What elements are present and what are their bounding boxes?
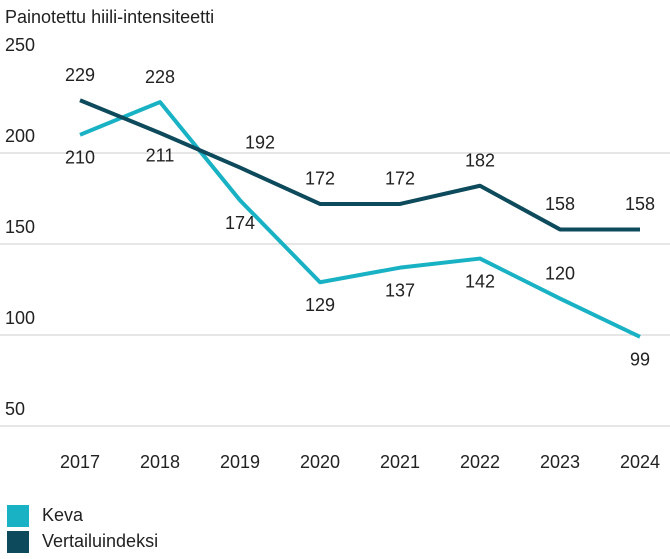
y-tick-label: 250 [5, 35, 35, 55]
data-label: 174 [225, 213, 255, 233]
x-tick-label: 2023 [540, 452, 580, 472]
legend-swatch [7, 505, 29, 527]
x-tick-label: 2024 [620, 452, 660, 472]
data-label: 137 [385, 280, 415, 300]
y-tick-label: 50 [5, 399, 25, 419]
data-label: 99 [630, 350, 650, 370]
data-label: 158 [625, 194, 655, 214]
chart-title: Painotettu hiili-intensiteetti [5, 7, 214, 27]
legend-label: Keva [42, 505, 84, 525]
legend-label: Vertailuindeksi [42, 531, 158, 551]
data-label: 129 [305, 295, 335, 315]
x-tick-label: 2018 [140, 452, 180, 472]
data-label: 211 [146, 146, 175, 166]
data-label: 210 [65, 148, 95, 168]
data-label: 172 [305, 169, 335, 189]
x-tick-label: 2022 [460, 452, 500, 472]
data-label: 182 [465, 151, 495, 171]
data-label: 142 [465, 271, 495, 291]
data-label: 172 [385, 169, 415, 189]
series-line [79, 100, 641, 339]
x-tick-label: 2021 [380, 452, 420, 472]
x-tick-label: 2017 [60, 452, 100, 472]
data-label: 158 [545, 194, 575, 214]
y-tick-label: 100 [5, 308, 35, 328]
x-tick-label: 2020 [300, 452, 340, 472]
series-line [79, 98, 640, 232]
data-label: 228 [145, 67, 175, 87]
legend-swatch [7, 531, 29, 553]
data-label: 229 [65, 65, 95, 85]
x-tick-label: 2019 [220, 452, 260, 472]
y-tick-label: 200 [5, 126, 35, 146]
data-label: 120 [545, 263, 575, 283]
data-label: 192 [245, 132, 275, 152]
y-tick-label: 150 [5, 217, 35, 237]
